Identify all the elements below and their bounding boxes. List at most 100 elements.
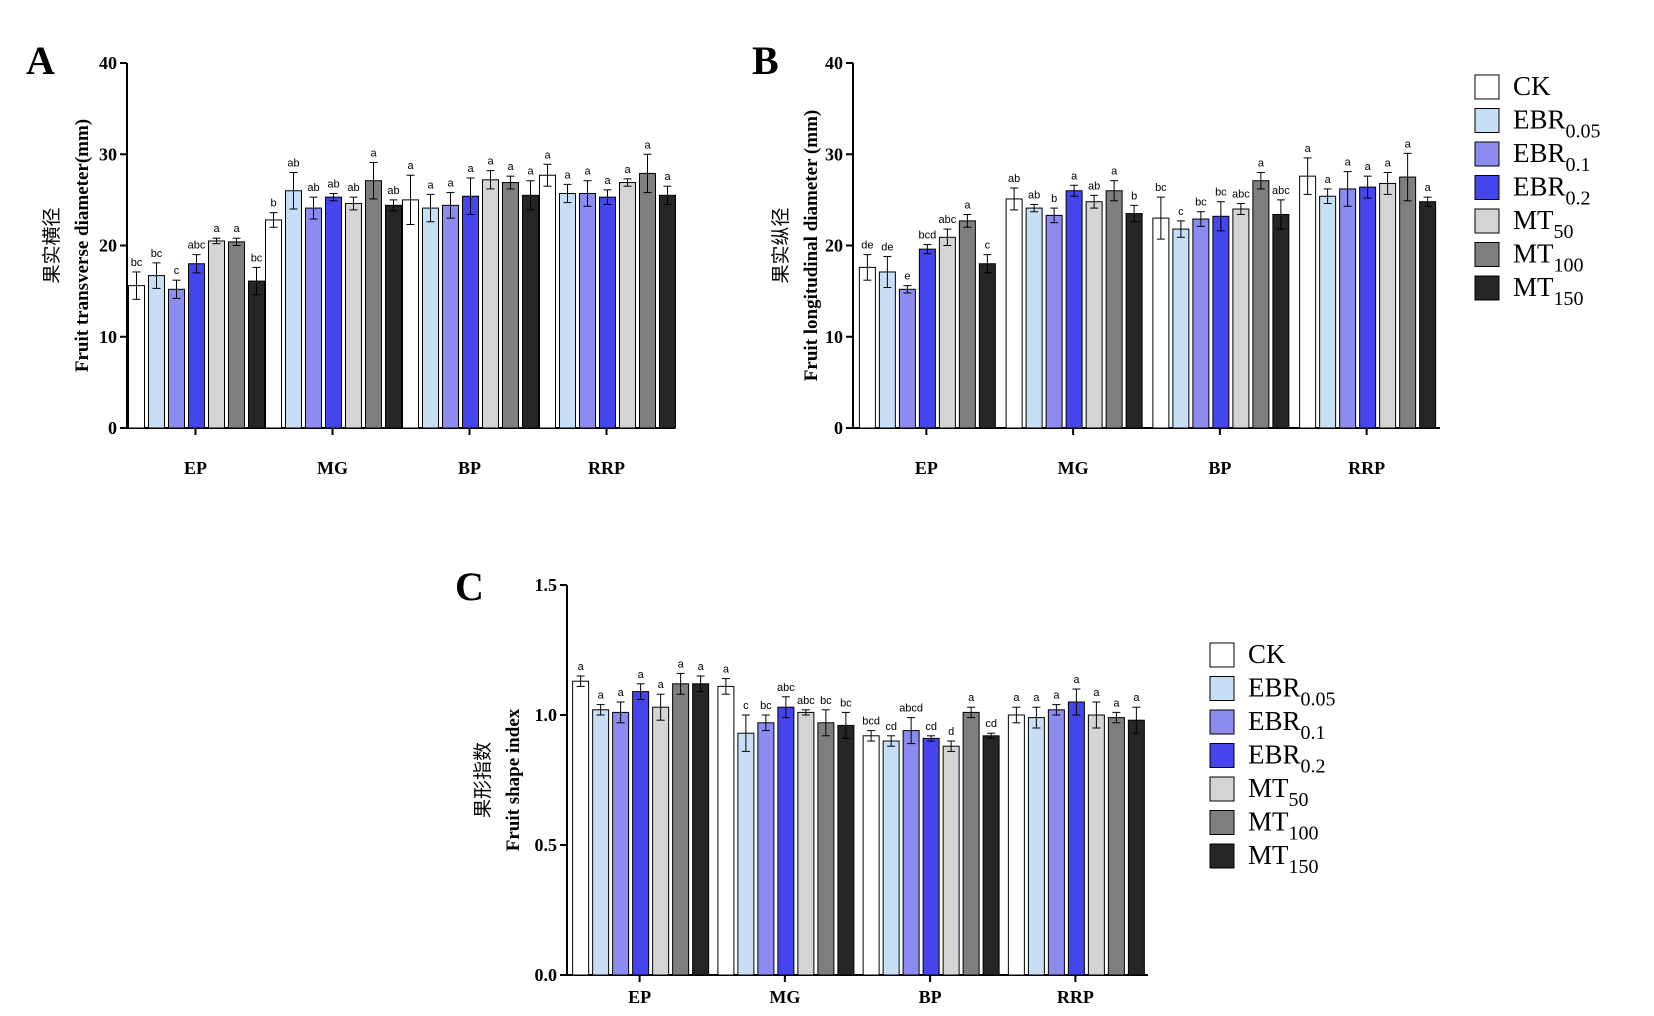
error-bar-MT100-MG	[369, 161, 378, 200]
significance-letter: a	[487, 156, 494, 168]
y-tick-label: 40	[825, 53, 843, 73]
significance-letter: ab	[347, 182, 359, 194]
legend-label: CK	[1248, 639, 1286, 669]
significance-letter: a	[658, 679, 665, 691]
legend-label-subscript: 50	[1554, 221, 1574, 243]
bar-EBR0.05-BP	[882, 740, 900, 976]
bar-EBR0.1-BP	[1192, 218, 1210, 429]
legend-label-subscript: 0.1	[1566, 154, 1591, 176]
significance-letter: bc	[1215, 187, 1227, 199]
legend-swatch	[1209, 709, 1235, 735]
bar-MT150-BP	[982, 735, 1000, 976]
significance-letter: a	[213, 223, 220, 235]
significance-letter: cd	[925, 721, 937, 733]
error-bar-EBR0.2-MG	[329, 192, 338, 202]
significance-letter: ab	[1008, 173, 1020, 185]
legend-label-base: MT	[1248, 807, 1289, 837]
bar-EBR0.1-BP	[902, 730, 920, 976]
significance-letter: a	[598, 690, 605, 702]
legend-label-subscript: 0.1	[1301, 722, 1326, 744]
bar-CK-MG	[1005, 198, 1023, 429]
legend-label-base: MT	[1248, 840, 1289, 870]
y-tick-label: 10	[825, 327, 843, 347]
legend-label-base: MT	[1248, 773, 1289, 803]
error-bar-MT150-RRP	[663, 185, 672, 205]
bar-MT100-EP	[228, 241, 245, 429]
bar-MT100-MG	[817, 722, 835, 976]
bar-MT150-EP	[692, 683, 710, 976]
error-bar-EBR0.1-RRP	[1052, 704, 1061, 716]
error-bar-MT150-BP	[1276, 199, 1285, 230]
error-bar-MT50-MG	[349, 196, 358, 211]
x-tick-label: RRP	[588, 458, 625, 478]
error-bar-MT50-BP	[1236, 203, 1245, 215]
significance-letter: a	[1405, 138, 1412, 150]
x-tick-label: EP	[184, 458, 207, 478]
legend-label: MT100	[1248, 807, 1319, 845]
bar-MT150-BP	[1272, 213, 1290, 429]
significance-letter: a	[1071, 170, 1078, 182]
legend-swatch	[1474, 108, 1500, 133]
significance-letter: a	[968, 692, 975, 704]
significance-letter: a	[723, 664, 730, 676]
bar-EBR0.1-RRP	[579, 192, 596, 429]
error-bar-MT50-EP	[656, 693, 665, 721]
significance-letter: a	[1133, 692, 1140, 704]
significance-letter: c	[743, 700, 749, 712]
chart-panel-B: B 0 10 20 30 40 Fruit longitudinal diameter (m…	[752, 38, 1440, 478]
bar-EBR0.2-MG	[777, 706, 795, 976]
legend-swatch	[1474, 141, 1500, 167]
significance-letter: cd	[885, 721, 897, 733]
error-bar-MT150-EP	[983, 254, 992, 274]
bar-MT50-EP	[208, 240, 225, 429]
bar-MT50-RRP	[1379, 182, 1397, 429]
legend-swatch	[1209, 642, 1235, 668]
x-tick-label: RRP	[1057, 987, 1094, 1007]
error-bar-MT100-RRP	[1112, 711, 1121, 724]
legend-label-base: EBR	[1248, 673, 1301, 703]
legend-label-base: EBR	[1248, 740, 1301, 770]
y-tick-label: 0	[108, 418, 117, 438]
error-bar-MT50-EP	[943, 228, 952, 246]
legend-swatch	[1474, 74, 1500, 100]
x-tick-label: MG	[769, 987, 800, 1007]
error-bar-CK-BP	[406, 174, 415, 226]
error-bar-EBR0.05-MG	[741, 714, 750, 752]
significance-letter: a	[1111, 166, 1118, 178]
error-bar-EBR0.05-RRP	[563, 183, 572, 204]
panel-label: A	[26, 38, 55, 83]
bar-EBR0.2-BP	[922, 737, 940, 976]
error-bar-MT100-BP	[1256, 172, 1265, 190]
significance-letter: d	[948, 726, 954, 738]
error-bar-CK-MG	[1010, 187, 1019, 211]
significance-letter: bc	[1155, 182, 1167, 194]
significance-letter: a	[1113, 697, 1120, 709]
bar-EBR0.2-BP	[1212, 215, 1230, 429]
bar-EBR0.2-RRP	[1359, 186, 1377, 429]
legend-label-base: EBR	[1248, 706, 1301, 736]
significance-letter: a	[233, 223, 240, 235]
error-bar-MT50-RRP	[1383, 172, 1392, 195]
significance-letter: b	[1131, 190, 1137, 202]
bar-CK-MG	[717, 685, 735, 976]
significance-letter: a	[1345, 157, 1352, 169]
significance-letter: a	[964, 199, 971, 211]
error-bar-EBR0.2-EP	[923, 244, 932, 255]
significance-letter: a	[584, 166, 591, 178]
significance-letter: de	[861, 240, 873, 252]
error-bar-CK-MG	[721, 678, 730, 695]
chart-panel-C: C 0.0 0.5 1.0 1.5 Fruit shape index 果形指数 EP a a a a…	[455, 564, 1148, 1007]
bar-MT100-MG	[365, 180, 382, 429]
bar-EBR0.2-EP	[632, 691, 650, 976]
y-tick-label: 0.0	[535, 965, 558, 985]
bar-EBR0.05-BP	[422, 207, 439, 429]
legend-swatch	[1209, 676, 1235, 701]
significance-letter: e	[904, 271, 910, 283]
legend-label-subscript: 0.2	[1301, 756, 1326, 778]
error-bar-MT150-BP	[987, 732, 996, 739]
bar-CK-RRP	[1299, 175, 1317, 429]
error-bar-CK-BP	[867, 730, 876, 742]
error-bar-MT150-BP	[526, 180, 535, 211]
error-bar-EBR0.1-MG	[309, 196, 318, 220]
legend-label-subscript: 0.2	[1566, 188, 1591, 210]
